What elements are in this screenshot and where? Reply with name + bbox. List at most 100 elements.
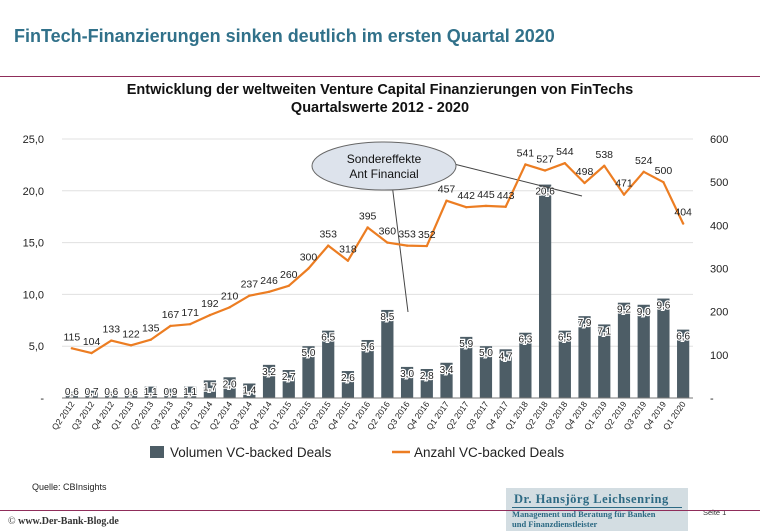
line-point	[622, 193, 626, 196]
callout-text-line1: Sondereffekte	[347, 152, 422, 166]
legend-label-anzahl: Anzahl VC-backed Deals	[414, 445, 564, 460]
line-value-label: 353	[398, 229, 416, 241]
bar	[282, 370, 295, 398]
author-divider	[512, 507, 682, 508]
line-point	[327, 244, 330, 247]
source-note: Quelle: CBInsights	[32, 482, 107, 492]
y-right-tick-label: 100	[710, 350, 728, 362]
y-right-tick-label: 300	[710, 264, 728, 276]
bar	[85, 390, 98, 398]
line-point	[110, 339, 113, 342]
bar	[361, 339, 374, 398]
bar	[105, 391, 118, 398]
line-value-label: 260	[280, 269, 298, 281]
callout-text-line2: Ant Financial	[349, 167, 418, 181]
callout-ellipse	[311, 141, 457, 191]
line-value-label: 352	[418, 229, 436, 241]
bar-value-label: 6,3	[518, 335, 532, 346]
bar	[124, 391, 138, 398]
bar-value-label: 5,0	[302, 348, 316, 359]
bar	[322, 330, 335, 398]
line-value-label: 360	[379, 226, 397, 238]
y-left-tick-label: 10,0	[23, 289, 44, 301]
line-value-label: 498	[576, 166, 594, 178]
bar	[519, 332, 532, 398]
line-value-label: 404	[674, 207, 692, 219]
bar-value-label: 9,2	[617, 305, 631, 316]
author-name: Dr. Hansjörg Leichsenring	[514, 492, 669, 506]
bar-value-label: 7,1	[597, 326, 611, 337]
line-value-label: 167	[162, 309, 180, 321]
bar-value-label: 1,4	[242, 385, 256, 396]
line-value-label: 115	[63, 331, 80, 343]
line-value-label: 538	[596, 149, 614, 161]
bar	[65, 391, 78, 398]
bar	[262, 364, 276, 398]
bar-value-label: 0,9	[164, 387, 178, 398]
callout-pointer-bar-q2-2018	[437, 159, 583, 197]
line-value-label: 171	[181, 307, 199, 319]
author-tagline-1: Management und Beratung für Banken	[512, 509, 656, 519]
bar-value-label: 2,8	[420, 371, 434, 382]
bar-value-label: 7,9	[578, 318, 592, 329]
bar	[243, 383, 256, 398]
line-point	[228, 306, 231, 309]
bar-value-label: 6,5	[558, 333, 572, 344]
bar-value-label: 3,0	[400, 369, 414, 380]
bar-value-label: 2,7	[282, 372, 296, 383]
website-link[interactable]: © www.Der-Bank-Blog.de	[8, 516, 119, 527]
author-box: Dr. Hansjörg Leichsenring Management und…	[506, 488, 688, 531]
y-right-tick-label: 400	[710, 220, 728, 232]
line-point	[386, 241, 389, 244]
y-left-tick-label: 25,0	[23, 134, 44, 146]
bar	[400, 366, 414, 398]
bar	[479, 346, 493, 398]
line-value-label: 500	[655, 165, 673, 177]
line-point	[583, 181, 586, 185]
bar-value-label: 0,6	[124, 387, 138, 398]
bar	[558, 330, 571, 398]
line-value-label: 524	[635, 155, 653, 167]
line-point	[70, 347, 74, 350]
bar-value-label: 1,7	[203, 382, 217, 393]
line-value-label: 133	[103, 324, 121, 336]
line-point	[366, 226, 369, 229]
line-point	[129, 344, 133, 347]
bar-value-label: 1,1	[183, 387, 197, 398]
line-point	[307, 267, 310, 270]
line-value-label: 122	[122, 328, 140, 340]
bottom-divider	[0, 510, 760, 511]
line-point	[248, 294, 251, 297]
line-point	[603, 164, 606, 167]
legend-label-volumen: Volumen VC-backed Deals	[170, 445, 332, 460]
bar-value-label: 0,6	[104, 387, 118, 398]
line-point	[149, 338, 152, 341]
page-number: Seite 1	[703, 508, 727, 517]
line-point	[504, 205, 507, 208]
bar	[341, 371, 355, 398]
bar-value-label: 1,1	[144, 387, 158, 398]
bar-value-label: 0,7	[85, 387, 99, 398]
line-value-label: 318	[339, 244, 357, 256]
line-value-label: 457	[438, 184, 456, 196]
bar	[164, 388, 177, 398]
bar	[440, 362, 453, 398]
line-point	[405, 244, 409, 247]
line-point	[90, 351, 93, 355]
line-value-label: 445	[477, 189, 495, 201]
bar	[617, 302, 631, 398]
line-point	[169, 324, 172, 328]
line-point	[563, 161, 567, 165]
line-point	[267, 290, 271, 294]
callout-pointer-bar	[391, 183, 409, 313]
line-point	[681, 222, 685, 225]
line-point	[465, 206, 468, 209]
y-left-tick-label: 5,0	[29, 341, 44, 353]
line-point	[445, 199, 448, 202]
copyright-symbol: ©	[8, 516, 16, 527]
bar	[677, 329, 690, 398]
y-right-tick-label: 600	[710, 134, 728, 146]
bar	[302, 346, 315, 398]
bar	[184, 386, 197, 398]
chart-subtitle: Quartalswerte 2012 - 2020	[290, 100, 470, 116]
